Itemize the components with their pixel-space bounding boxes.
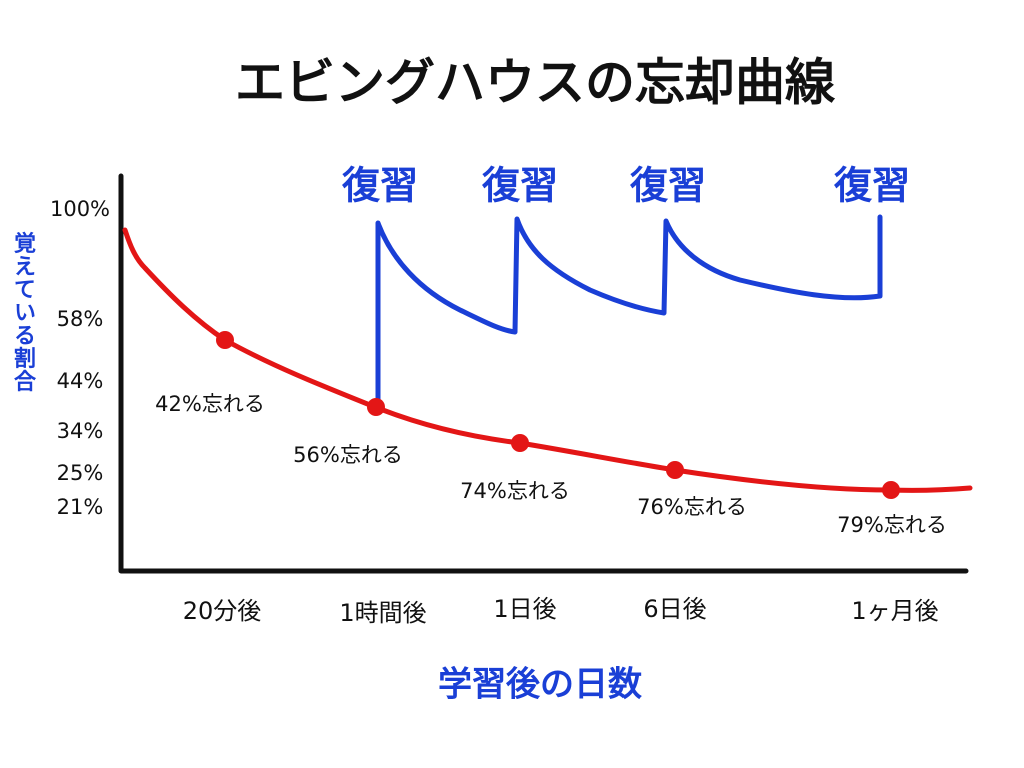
y-axis-label: 覚えている割合: [10, 231, 36, 393]
review-label: 復習: [341, 164, 418, 208]
forgetting-note: 56%忘れる: [293, 443, 403, 467]
x-category: 20分後: [183, 597, 262, 625]
x-category: 6日後: [643, 595, 706, 623]
review-label: 復習: [833, 164, 910, 208]
x-category: 1時間後: [339, 599, 426, 627]
y-tick-label: 58%: [57, 307, 104, 331]
forgetting-note: 74%忘れる: [460, 479, 570, 503]
point: [666, 461, 684, 479]
x-category: 1日後: [493, 595, 556, 623]
curve-points: [216, 331, 900, 499]
y-tick-label: 25%: [57, 461, 104, 485]
title: エビングハウスの忘却曲線: [235, 54, 836, 112]
point: [216, 331, 234, 349]
forgetting-note: 79%忘れる: [837, 513, 947, 537]
review-curve: [375, 214, 883, 403]
forgetting-curve: [122, 227, 973, 493]
axes: [118, 173, 969, 574]
review-label: 復習: [629, 164, 706, 208]
y-tick-label: 100%: [50, 197, 110, 221]
forgetting-note: 42%忘れる: [155, 392, 265, 416]
x-category: 1ヶ月後: [851, 597, 938, 625]
point: [367, 398, 385, 416]
y-tick-label: 21%: [57, 495, 104, 519]
y-tick-label: 44%: [57, 369, 104, 393]
point: [882, 481, 900, 499]
y-tick-label: 34%: [57, 419, 104, 443]
point: [511, 434, 529, 452]
x-axis-label: 学習後の日数: [438, 665, 642, 705]
forgetting-note: 76%忘れる: [637, 495, 747, 519]
review-label: 復習: [481, 164, 558, 208]
